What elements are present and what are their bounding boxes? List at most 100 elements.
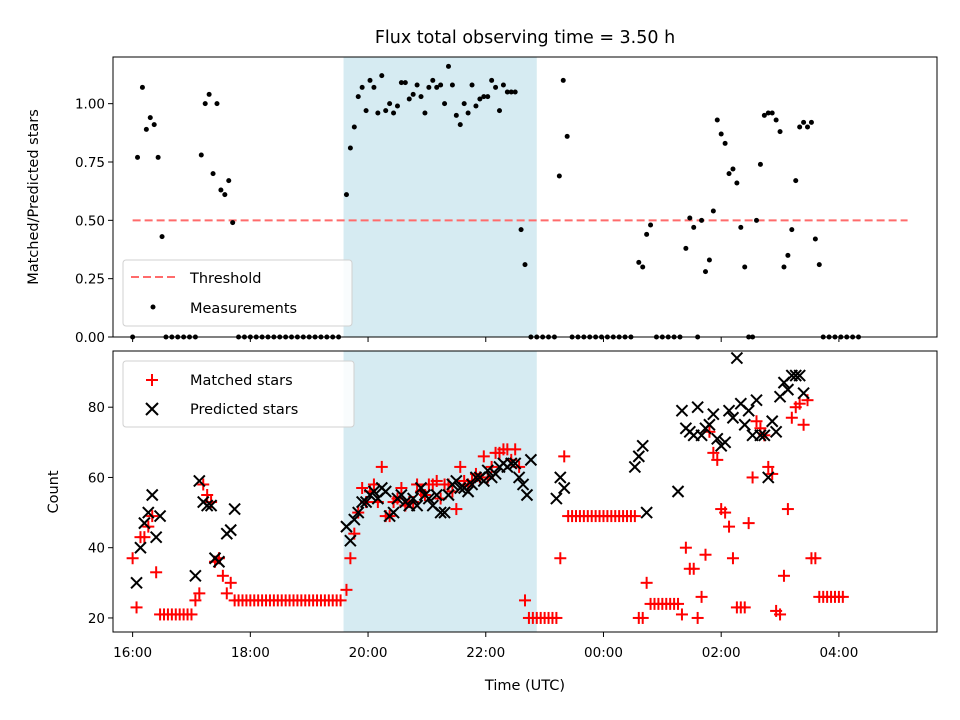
legend-matched-label: Matched stars [190,373,293,389]
measurement-point [481,94,487,100]
matched-star-point [430,474,443,487]
measurement-point [808,119,814,125]
matched-star-point [454,460,467,473]
matched-star-point [356,481,369,494]
predicted-star-point [477,474,491,488]
predicted-star-point [204,499,218,512]
predicted-star-point [406,492,420,505]
matched-star-point [687,562,700,575]
measurement-point [453,112,459,118]
matched-star-point [781,503,794,516]
measurement-point [726,171,732,177]
matched-star-point [774,608,787,621]
top-plot-frame [112,56,938,338]
top-title: Flux total observing time = 3.50 h [375,28,675,48]
predicted-star-point [379,485,392,498]
bottom-xtick-label: 16:00 [113,645,152,661]
measurement-point [564,133,570,139]
measurement-point [500,82,506,88]
bottom-xtick-label: 02:00 [702,645,741,661]
predicted-star-point [212,555,226,568]
predicted-star-point [352,506,365,519]
matched-star-point [509,443,522,456]
matched-star-point [785,411,798,424]
bottom-xtick-label: 00:00 [584,645,623,661]
matched-star-point [558,450,571,463]
predicted-star-point [722,404,736,417]
predicted-star-point [738,418,751,431]
predicted-star-point [138,516,151,530]
measurement-point [508,89,514,95]
measurement-point [206,91,212,97]
predicted-star-point [718,436,732,449]
measurement-point [226,178,232,184]
measurement-point [699,217,705,223]
matched-star-point [550,611,563,624]
legend-predicted-swatch [145,402,159,416]
measurement-point [648,222,654,228]
matched-star-point [738,601,751,614]
matched-star-point [809,552,822,565]
matched-star-point [477,450,490,463]
predicted-star-point [750,393,763,407]
measurement-point [347,145,353,151]
measurement-point [485,94,491,100]
legend-threshold-label: Threshold [189,271,261,287]
measurement-point [406,96,412,102]
measurement-point [355,94,361,100]
measurement-point [761,112,767,118]
measurement-point [398,80,404,86]
bottom-xtick-label: 22:00 [466,645,505,661]
measurement-point [754,217,760,223]
predicted-star-point [636,439,649,453]
matched-star-point [636,611,649,624]
predicted-star-point [414,481,428,495]
predicted-star-point [344,534,357,547]
measurement-point [410,91,416,97]
measurement-point [143,126,149,132]
measurement-point [394,103,400,109]
predicted-star-point [695,429,708,442]
measurement-point [522,262,528,268]
measurement-point [683,245,689,251]
matched-star-point [450,503,463,516]
measurement-point [812,236,818,242]
matched-star-point [699,548,712,561]
predicted-star-point [762,471,775,484]
measurement-point [351,124,357,130]
measurement-point [375,110,381,116]
measurement-point [218,187,224,193]
measurement-point [343,192,349,198]
predicted-star-point [505,457,518,470]
predicted-star-point [489,467,502,481]
predicted-star-point [149,530,163,544]
measurement-point [414,82,420,88]
predicted-star-point [789,369,802,382]
measurement-point [636,259,642,265]
measurement-point [714,117,720,123]
measurement-point [230,220,236,226]
measurement-point [434,84,440,90]
matched-star-point [216,569,229,582]
matched-star-point [672,597,685,610]
matched-star-point [742,517,755,530]
predicted-star-point [348,513,361,526]
matched-star-point [750,415,763,428]
measurement-point [702,269,708,275]
matched-star-point [628,510,641,523]
predicted-star-point [481,464,494,477]
measurement-point [422,110,428,116]
measurement-point [387,101,393,107]
top-ylabel: Matched/Predicted stars [26,109,42,285]
matched-star-point [185,608,198,621]
measurement-point [402,80,408,86]
predicted-star-point [508,457,522,470]
predicted-star-point [742,404,755,417]
legend-measurements-swatch [150,304,156,310]
predicted-star-point [554,471,567,484]
top-ytick-label: 1.00 [75,97,105,113]
predicted-star-point [632,450,645,463]
predicted-star-point [520,488,534,502]
predicted-star-point [142,506,155,519]
predicted-star-point [395,488,408,502]
